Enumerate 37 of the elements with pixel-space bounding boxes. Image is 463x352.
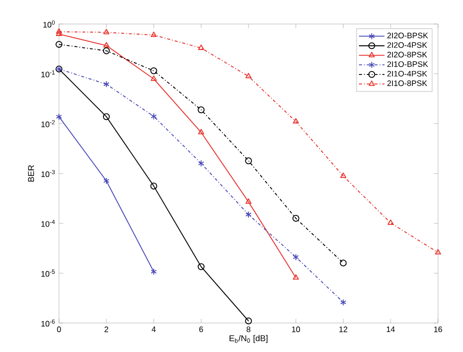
point	[198, 263, 205, 270]
point	[198, 106, 205, 114]
point	[102, 47, 110, 54]
point	[103, 42, 110, 48]
point	[150, 268, 157, 276]
point	[150, 76, 157, 81]
point	[340, 260, 347, 266]
point	[434, 249, 442, 254]
point	[56, 28, 62, 34]
point	[198, 160, 204, 167]
point	[102, 113, 110, 120]
point	[198, 128, 204, 134]
point	[292, 274, 299, 280]
point	[245, 198, 252, 204]
point	[388, 219, 394, 225]
point	[56, 30, 62, 36]
point	[150, 67, 158, 74]
point	[245, 211, 252, 218]
point	[340, 298, 346, 306]
x-axis-title: E$_{b}$/N$_{0}$ [dB]	[230, 335, 268, 343]
point	[292, 254, 299, 261]
point	[150, 32, 157, 37]
point	[198, 44, 204, 50]
point	[340, 172, 346, 178]
point	[103, 28, 110, 34]
point	[103, 80, 110, 88]
point	[150, 182, 158, 190]
point	[245, 157, 252, 164]
point	[292, 214, 300, 222]
point	[103, 177, 110, 184]
point	[245, 318, 252, 324]
y-axis-title: BER	[28, 165, 34, 182]
point	[292, 118, 299, 124]
point	[245, 72, 252, 78]
point	[56, 113, 62, 120]
point	[56, 40, 62, 48]
point	[150, 112, 157, 120]
